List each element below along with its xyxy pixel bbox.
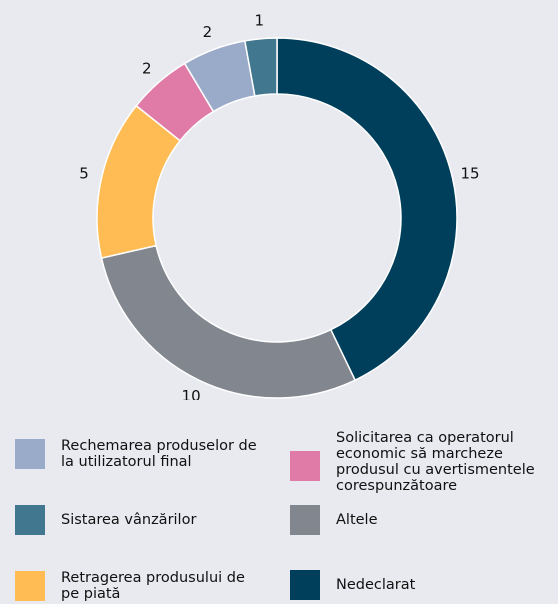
data-label: 2 bbox=[203, 23, 213, 41]
legend-item: Retragerea produsului de pe piată bbox=[15, 570, 261, 602]
legend-swatch bbox=[15, 505, 45, 535]
data-label: 5 bbox=[79, 164, 89, 182]
donut-slice bbox=[243, 37, 278, 97]
legend-swatch bbox=[290, 570, 320, 600]
legend-swatch bbox=[15, 571, 45, 601]
legend-swatch bbox=[15, 439, 45, 469]
legend-label: Retragerea produsului de pe piată bbox=[61, 570, 245, 602]
legend-item: Altele bbox=[290, 505, 558, 535]
data-label: 15 bbox=[460, 164, 479, 182]
legend-swatch bbox=[290, 451, 320, 481]
legend-item: Rechemarea produselor de la utilizatorul… bbox=[15, 438, 261, 470]
chart: 15 10 5 2 2 1 bbox=[79, 11, 479, 400]
legend-label: Altele bbox=[336, 512, 378, 528]
donut-slice bbox=[276, 37, 458, 382]
data-label: 2 bbox=[142, 59, 152, 77]
legend-label: Sistarea vânzărilor bbox=[61, 512, 197, 528]
legend-label: Nedeclarat bbox=[336, 577, 416, 593]
data-label: 10 bbox=[182, 387, 201, 400]
data-label: 1 bbox=[254, 11, 264, 29]
legend-item: Solicitarea ca operatorul economic să ma… bbox=[290, 430, 558, 494]
legend-swatch bbox=[290, 505, 320, 535]
donut-slice bbox=[100, 244, 357, 399]
legend-label: Solicitarea ca operatorul economic să ma… bbox=[336, 430, 535, 494]
legend-item: Nedeclarat bbox=[290, 570, 558, 600]
legend-item: Sistarea vânzărilor bbox=[15, 505, 261, 535]
legend-label: Rechemarea produselor de la utilizatorul… bbox=[61, 438, 257, 470]
